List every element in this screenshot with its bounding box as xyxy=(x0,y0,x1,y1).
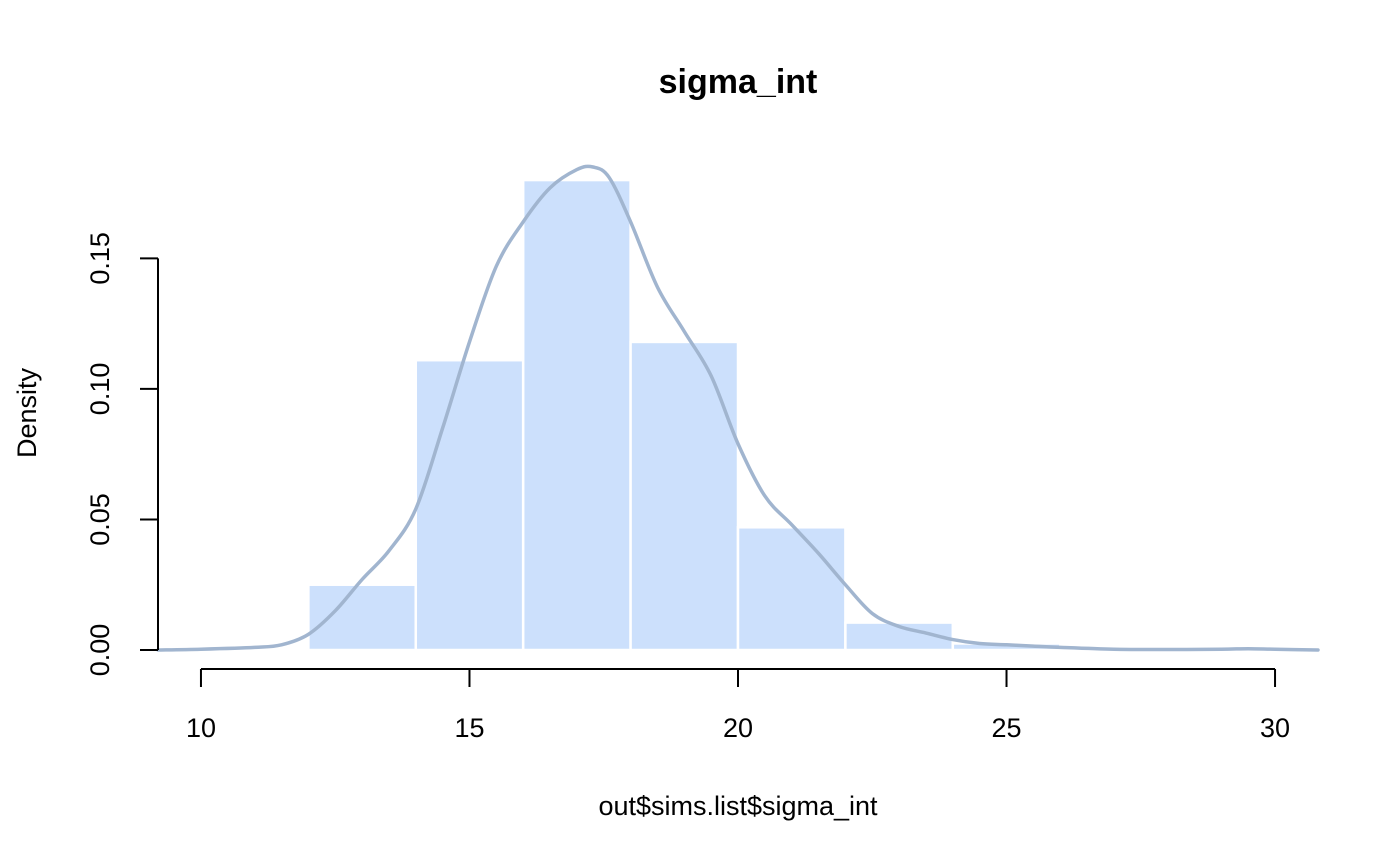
x-axis-title: out$sims.list$sigma_int xyxy=(598,791,878,821)
y-axis: 0.00 0.05 0.10 0.15 xyxy=(85,232,159,677)
y-tick-label: 0.05 xyxy=(85,493,115,546)
y-axis-title: Density xyxy=(12,367,42,458)
y-tick-label: 0.00 xyxy=(85,624,115,677)
x-axis: 10 15 20 25 30 xyxy=(186,668,1290,743)
histogram-bars xyxy=(199,178,1277,652)
histogram-bar xyxy=(521,178,632,652)
x-tick-label: 15 xyxy=(454,713,484,743)
histogram-bar xyxy=(736,526,847,652)
y-tick-label: 0.15 xyxy=(85,232,115,285)
histogram-bar xyxy=(414,358,525,652)
x-tick-label: 25 xyxy=(991,713,1021,743)
x-tick-label: 20 xyxy=(723,713,753,743)
histogram-bar xyxy=(629,340,740,652)
density-curve-group xyxy=(156,164,1320,652)
density-line xyxy=(156,164,1320,652)
x-tick-label: 30 xyxy=(1260,713,1290,743)
chart-title: sigma_int xyxy=(659,63,818,101)
histogram-bar xyxy=(307,583,418,652)
x-tick-label: 10 xyxy=(186,713,216,743)
y-tick-label: 0.10 xyxy=(85,363,115,416)
